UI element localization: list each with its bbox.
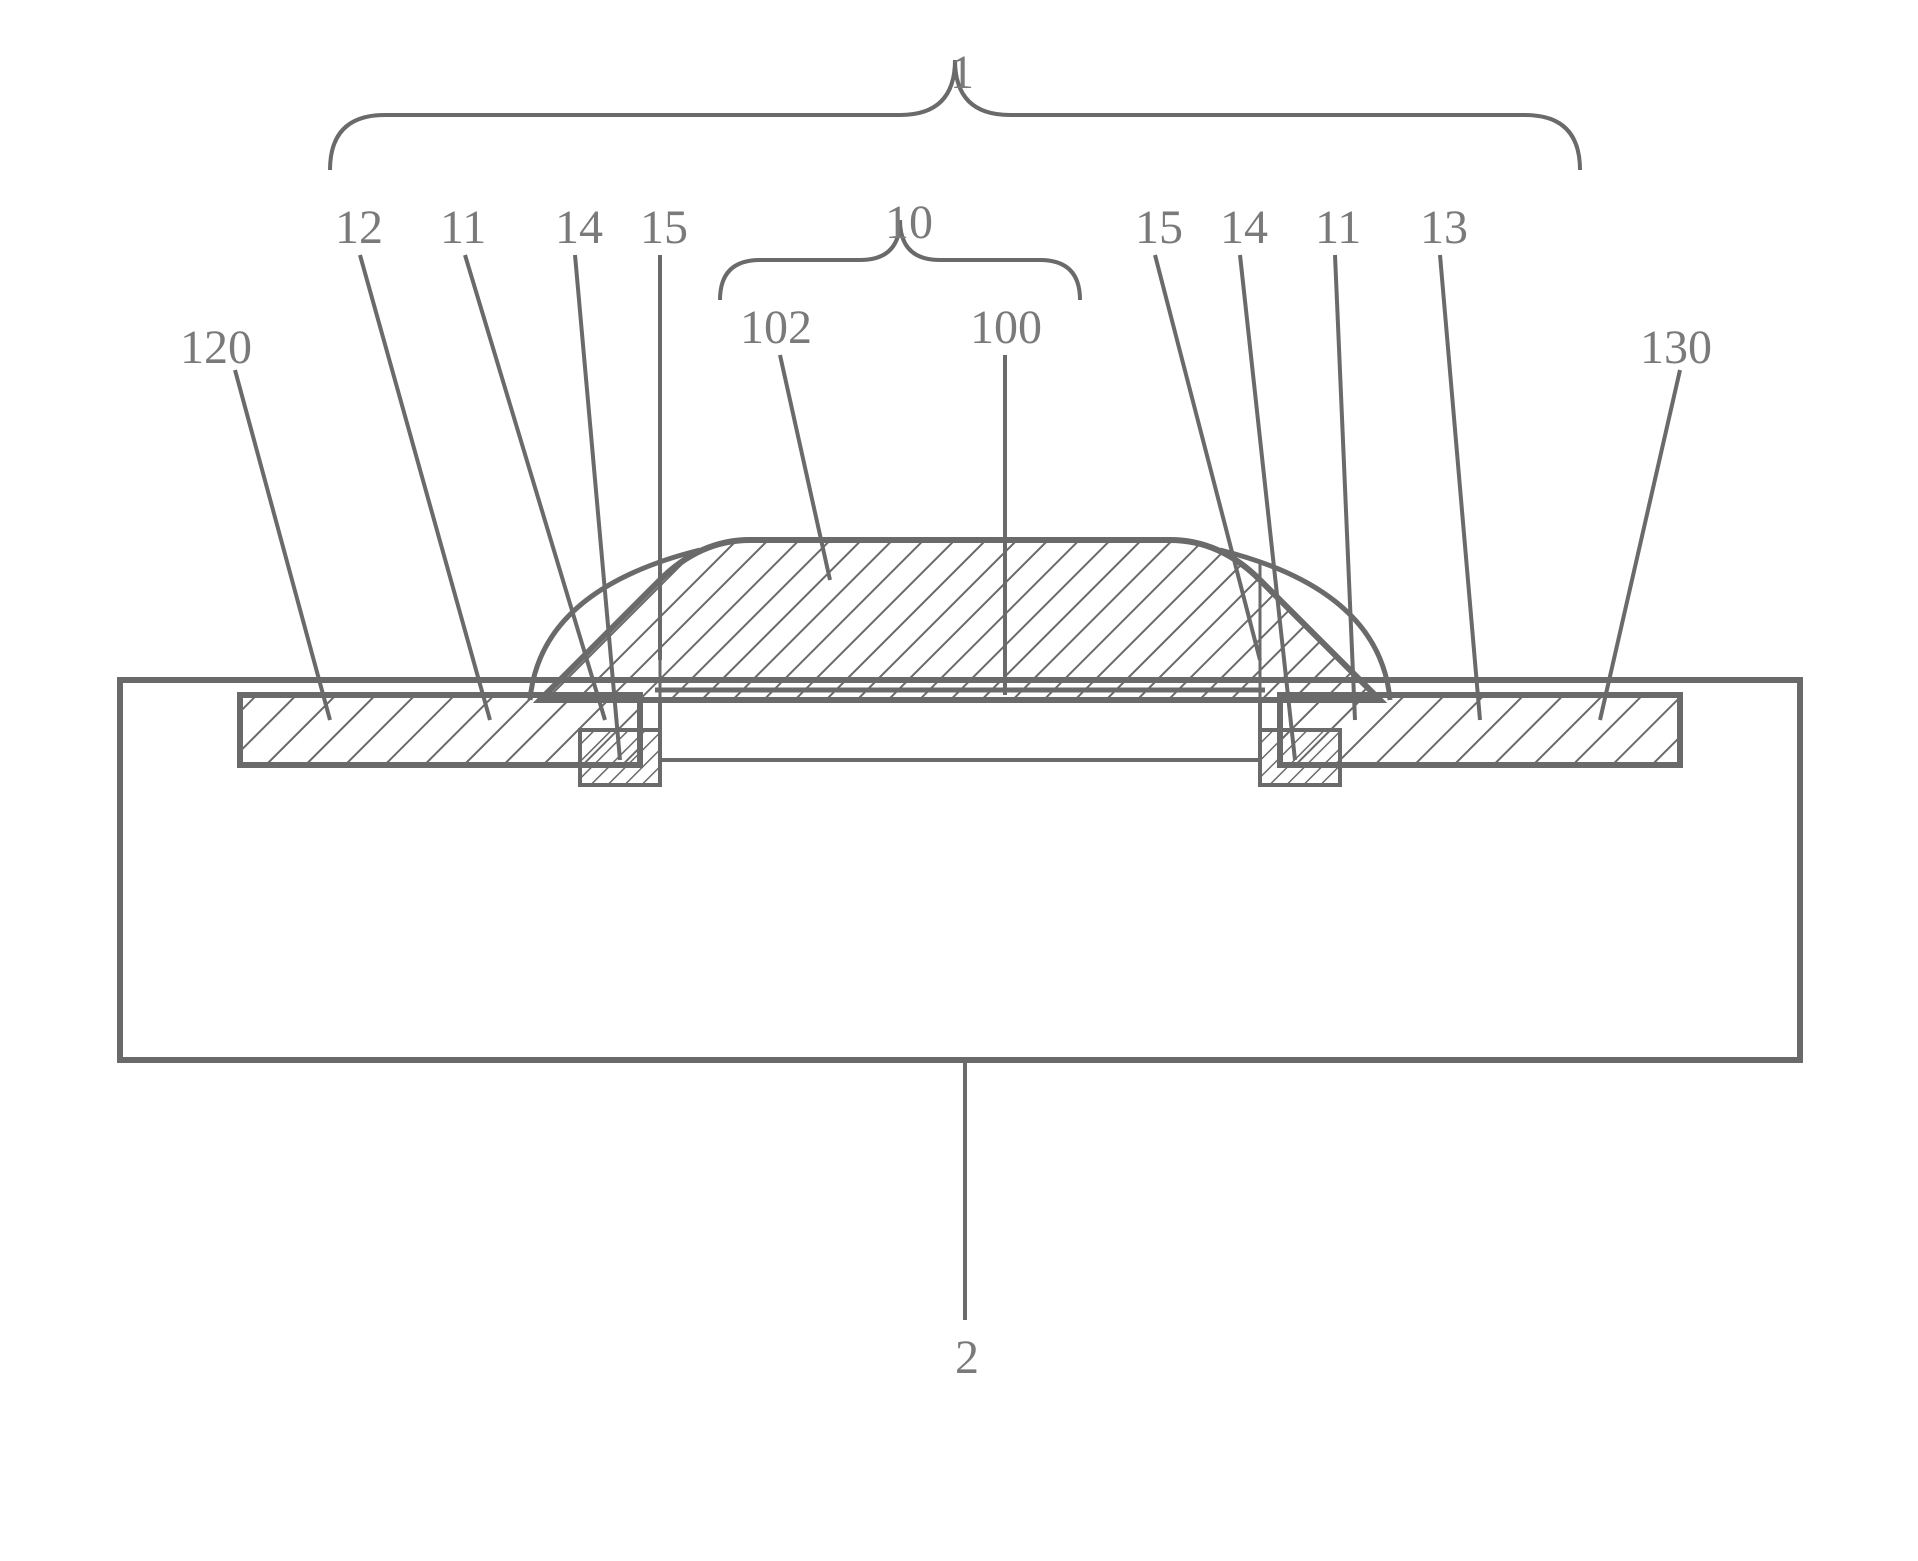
label-n2: 2 — [955, 1330, 979, 1385]
label-n14R: 14 — [1220, 200, 1268, 255]
label-n12: 12 — [335, 200, 383, 255]
label-n15R: 15 — [1135, 200, 1183, 255]
label-n13: 13 — [1420, 200, 1468, 255]
diagram-svg — [0, 0, 1918, 1561]
label-n120: 120 — [180, 320, 252, 375]
label-n11R: 11 — [1315, 200, 1361, 255]
label-n14L: 14 — [555, 200, 603, 255]
label-n11L: 11 — [440, 200, 486, 255]
label-n15L: 15 — [640, 200, 688, 255]
label-n10: 10 — [885, 195, 933, 250]
label-n100: 100 — [970, 300, 1042, 355]
label-n1: 1 — [950, 45, 974, 100]
label-n102: 102 — [740, 300, 812, 355]
label-n130: 130 — [1640, 320, 1712, 375]
